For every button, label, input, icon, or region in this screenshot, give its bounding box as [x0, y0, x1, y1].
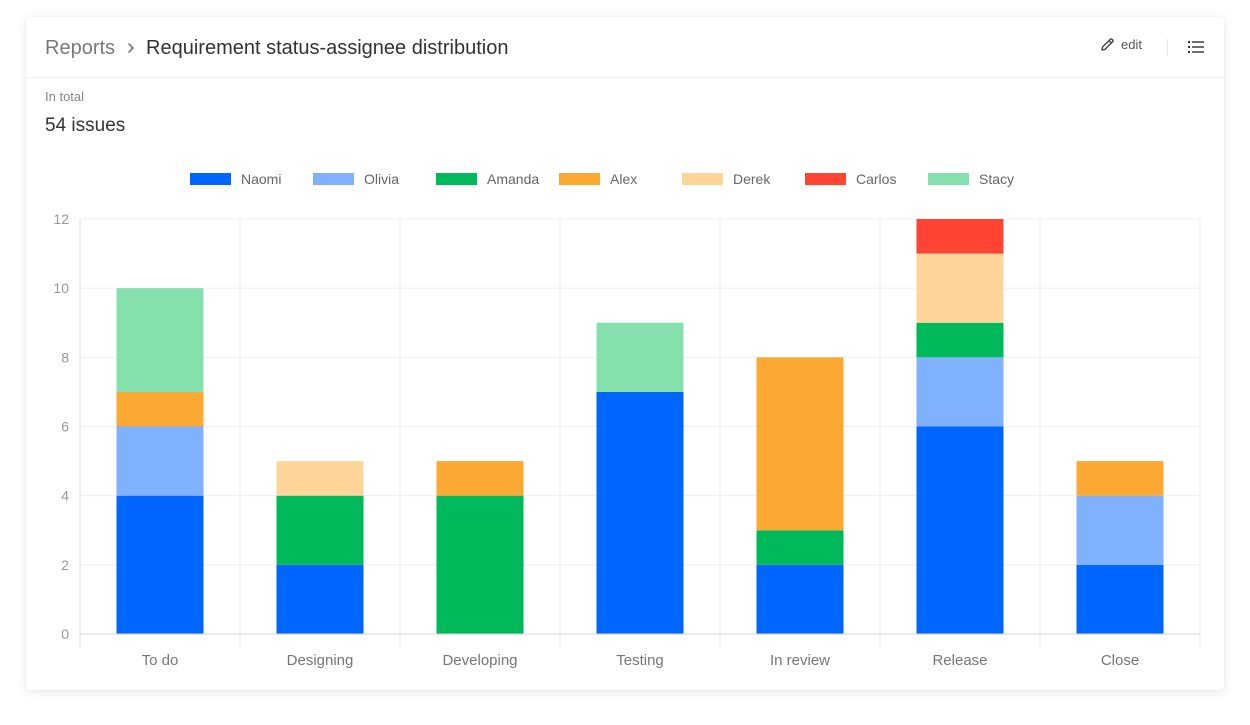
- bar-segment-naomi[interactable]: [596, 391, 684, 634]
- bar-segment-carlos[interactable]: [916, 219, 1004, 254]
- bar-segment-olivia[interactable]: [916, 357, 1004, 427]
- legend-swatch-amanda[interactable]: [436, 173, 477, 185]
- legend-label-stacy[interactable]: Stacy: [979, 171, 1014, 187]
- bar-segment-amanda[interactable]: [276, 495, 364, 565]
- legend-swatch-carlos[interactable]: [805, 173, 846, 185]
- y-tick-label: 0: [61, 626, 69, 642]
- bar-segment-alex[interactable]: [756, 357, 844, 531]
- bar-segment-derek[interactable]: [916, 253, 1004, 323]
- x-tick-label: Testing: [616, 652, 664, 669]
- y-tick-label: 4: [61, 488, 69, 504]
- breadcrumb-reports-link[interactable]: Reports: [45, 37, 116, 59]
- y-tick-label: 6: [61, 419, 69, 435]
- total-label: In total: [45, 89, 85, 104]
- bar-segment-naomi[interactable]: [756, 564, 844, 634]
- bar-segment-alex[interactable]: [436, 461, 524, 496]
- y-tick-label: 12: [53, 211, 69, 227]
- bar-segment-olivia[interactable]: [1076, 495, 1164, 565]
- legend-label-carlos[interactable]: Carlos: [856, 171, 896, 187]
- legend-swatch-naomi[interactable]: [190, 173, 231, 185]
- edit-label: edit: [1121, 37, 1142, 52]
- bar-segment-derek[interactable]: [276, 461, 364, 496]
- bar-segment-amanda[interactable]: [916, 322, 1004, 358]
- header-divider: [1167, 39, 1168, 55]
- chevron-right-icon: [128, 43, 134, 53]
- legend-label-derek[interactable]: Derek: [733, 171, 771, 187]
- bar-segment-amanda[interactable]: [756, 530, 844, 565]
- pencil-icon: [1101, 38, 1114, 51]
- legend-swatch-olivia[interactable]: [313, 173, 354, 185]
- legend-label-naomi[interactable]: Naomi: [241, 171, 281, 187]
- breadcrumb: Reports Requirement status-assignee dist…: [45, 36, 508, 60]
- x-tick-label: Designing: [287, 652, 354, 669]
- legend-swatch-stacy[interactable]: [928, 173, 969, 185]
- stacked-bar-chart: 0 2 4 6 8 10 12 To do Designing Developing Testing…: [53, 171, 1201, 669]
- x-tick-label: Release: [932, 652, 987, 669]
- x-tick-label: To do: [142, 652, 179, 669]
- legend-label-amanda[interactable]: Amanda: [487, 171, 539, 187]
- report-card: Reports Requirement status-assignee dist…: [26, 17, 1224, 690]
- list-icon[interactable]: [1187, 38, 1205, 56]
- bar-segment-olivia[interactable]: [116, 426, 204, 496]
- page-title: Requirement status-assignee distribution: [146, 37, 509, 59]
- bar-segment-stacy[interactable]: [116, 288, 204, 392]
- x-tick-label: Developing: [442, 652, 517, 669]
- legend-swatch-alex[interactable]: [559, 173, 600, 185]
- x-tick-label: In review: [770, 652, 830, 669]
- bar-segment-naomi[interactable]: [116, 495, 204, 634]
- y-tick-label: 2: [61, 557, 69, 573]
- edit-button[interactable]: edit: [1100, 37, 1142, 52]
- total-value: 54 issues: [45, 115, 126, 136]
- bar-segment-amanda[interactable]: [436, 495, 524, 634]
- bar-segment-naomi[interactable]: [1076, 564, 1164, 634]
- bar-segment-alex[interactable]: [1076, 461, 1164, 496]
- bar-segment-naomi[interactable]: [916, 426, 1004, 635]
- bar-segment-alex[interactable]: [116, 391, 204, 427]
- y-tick-label: 10: [53, 280, 69, 296]
- report-header: Reports Requirement status-assignee dist…: [26, 17, 1224, 78]
- legend-swatch-derek[interactable]: [682, 173, 723, 185]
- legend-label-alex[interactable]: Alex: [610, 171, 637, 187]
- legend-label-olivia[interactable]: Olivia: [364, 171, 399, 187]
- x-tick-label: Close: [1101, 652, 1139, 669]
- bar-segment-stacy[interactable]: [596, 322, 684, 392]
- bar-segment-naomi[interactable]: [276, 564, 364, 634]
- y-tick-label: 8: [61, 349, 69, 365]
